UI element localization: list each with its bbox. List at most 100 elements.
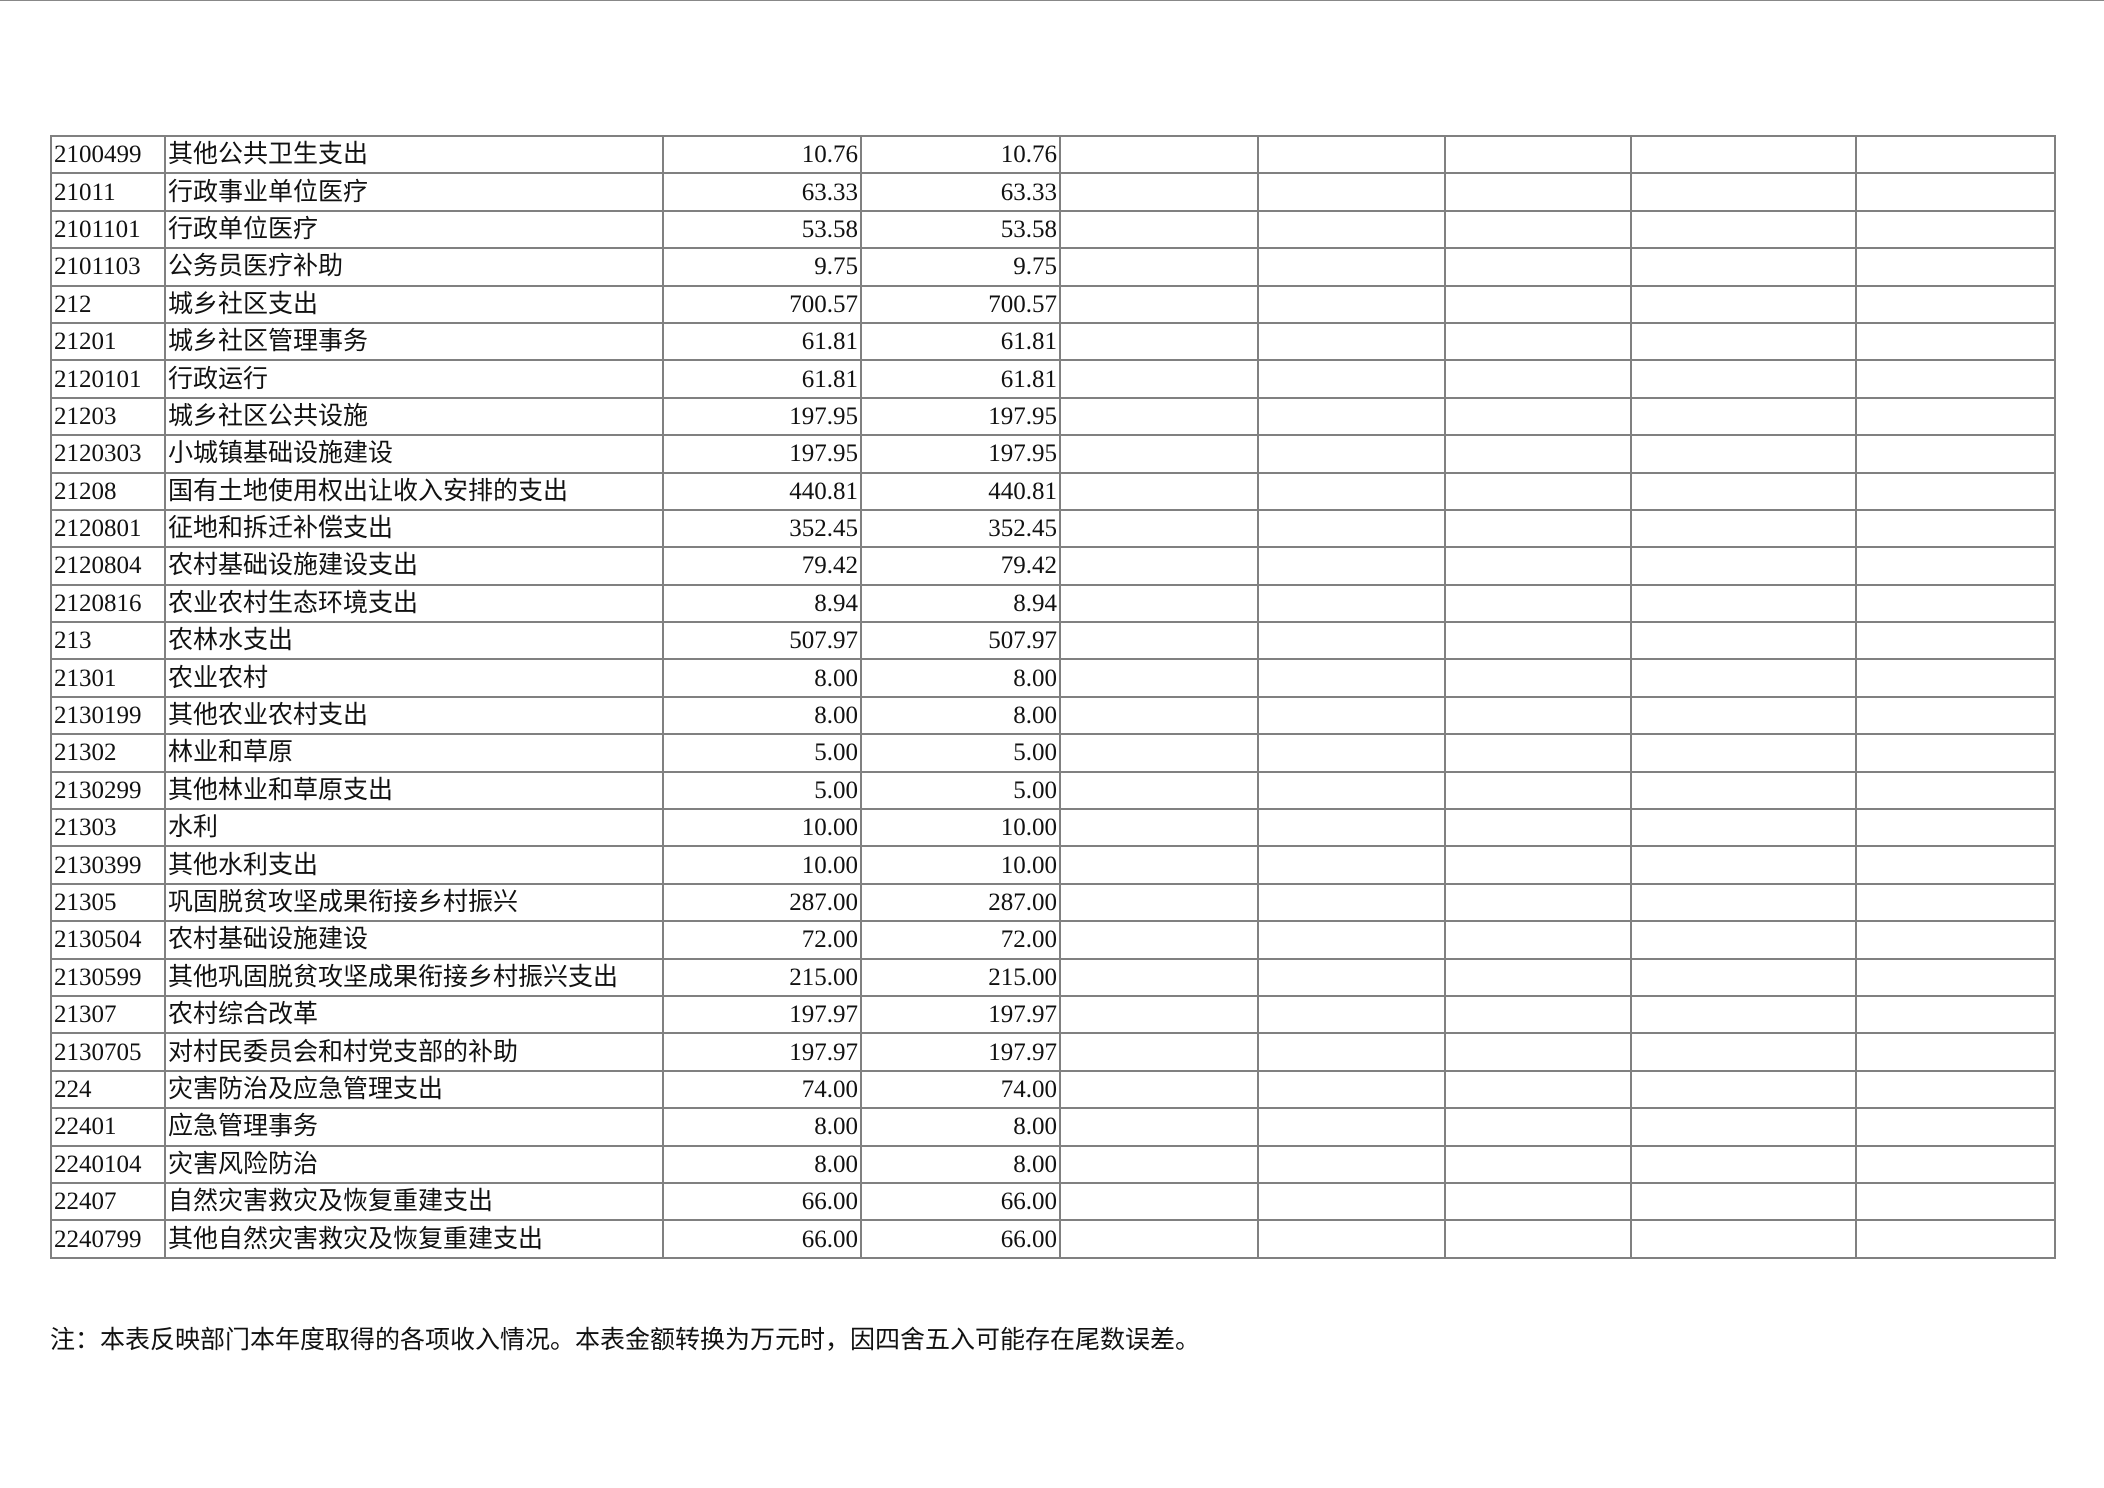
empty-cell <box>1257 134 1446 175</box>
empty-cell <box>1059 621 1259 661</box>
amount-cell: 10.00 <box>860 808 1061 848</box>
empty-cell <box>1444 359 1632 399</box>
empty-cell <box>1257 658 1446 698</box>
empty-cell <box>1059 359 1259 399</box>
code-cell: 21305 <box>50 882 166 923</box>
table-row: 2130504 农村基础设施建设 72.00 72.00 <box>50 920 2056 960</box>
amount-cell: 10.00 <box>860 845 1061 885</box>
table-row: 21307 农村综合改革 197.97 197.97 <box>50 994 2056 1035</box>
empty-cell <box>1444 1069 1632 1110</box>
name-cell: 城乡社区管理事务 <box>164 321 664 362</box>
table-row: 2130199 其他农业农村支出 8.00 8.00 <box>50 695 2056 736</box>
empty-cell <box>1444 172 1632 212</box>
empty-cell <box>1059 658 1259 698</box>
empty-cell <box>1257 1219 1446 1259</box>
code-cell: 2240104 <box>50 1144 166 1184</box>
empty-cell <box>1059 957 1259 997</box>
code-cell: 2101103 <box>50 247 166 287</box>
empty-cell <box>1855 321 2056 362</box>
table-row: 21011 行政事业单位医疗 63.33 63.33 <box>50 172 2056 212</box>
amount-total-cell: 700.57 <box>662 284 862 324</box>
empty-cell <box>1630 695 1857 736</box>
empty-cell <box>1855 583 2056 624</box>
empty-cell <box>1855 658 2056 698</box>
table-row: 2130399 其他水利支出 10.00 10.00 <box>50 845 2056 885</box>
empty-cell <box>1630 957 1857 997</box>
empty-cell <box>1444 546 1632 586</box>
amount-cell: 287.00 <box>860 882 1061 923</box>
empty-cell <box>1059 247 1259 287</box>
empty-cell <box>1630 471 1857 511</box>
empty-cell <box>1444 1219 1632 1259</box>
empty-cell <box>1444 1107 1632 1147</box>
name-cell: 巩固脱贫攻坚成果衔接乡村振兴 <box>164 882 664 923</box>
table-row: 2130705 对村民委员会和村党支部的补助 197.97 197.97 <box>50 1032 2056 1072</box>
empty-cell <box>1855 1069 2056 1110</box>
empty-cell <box>1257 845 1446 885</box>
amount-total-cell: 507.97 <box>662 621 862 661</box>
empty-cell <box>1059 808 1259 848</box>
empty-cell <box>1630 546 1857 586</box>
empty-cell <box>1444 1181 1632 1222</box>
empty-cell <box>1257 508 1446 549</box>
amount-cell: 9.75 <box>860 247 1061 287</box>
empty-cell <box>1257 359 1446 399</box>
empty-cell <box>1444 658 1632 698</box>
name-cell: 其他巩固脱贫攻坚成果衔接乡村振兴支出 <box>164 957 664 997</box>
name-cell: 灾害防治及应急管理支出 <box>164 1069 664 1110</box>
name-cell: 行政事业单位医疗 <box>164 172 664 212</box>
empty-cell <box>1059 471 1259 511</box>
table-row: 224 灾害防治及应急管理支出 74.00 74.00 <box>50 1069 2056 1110</box>
empty-cell <box>1444 994 1632 1035</box>
empty-cell <box>1059 508 1259 549</box>
amount-cell: 66.00 <box>860 1219 1061 1259</box>
empty-cell <box>1059 920 1259 960</box>
amount-total-cell: 287.00 <box>662 882 862 923</box>
empty-cell <box>1630 882 1857 923</box>
code-cell: 2130199 <box>50 695 166 736</box>
empty-cell <box>1855 1032 2056 1072</box>
amount-total-cell: 10.00 <box>662 845 862 885</box>
code-cell: 2130599 <box>50 957 166 997</box>
empty-cell <box>1630 1181 1857 1222</box>
name-cell: 农林水支出 <box>164 621 664 661</box>
name-cell: 对村民委员会和村党支部的补助 <box>164 1032 664 1072</box>
empty-cell <box>1855 1144 2056 1184</box>
empty-cell <box>1630 1219 1857 1259</box>
amount-total-cell: 72.00 <box>662 920 862 960</box>
empty-cell <box>1630 508 1857 549</box>
empty-cell <box>1444 583 1632 624</box>
name-cell: 农村基础设施建设 <box>164 920 664 960</box>
amount-cell: 197.95 <box>860 396 1061 437</box>
name-cell: 农业农村生态环境支出 <box>164 583 664 624</box>
amount-cell: 8.00 <box>860 695 1061 736</box>
empty-cell <box>1257 1069 1446 1110</box>
empty-cell <box>1855 994 2056 1035</box>
table-row: 22401 应急管理事务 8.00 8.00 <box>50 1107 2056 1147</box>
empty-cell <box>1855 845 2056 885</box>
table-row: 21302 林业和草原 5.00 5.00 <box>50 733 2056 773</box>
empty-cell <box>1855 359 2056 399</box>
empty-cell <box>1059 1181 1259 1222</box>
empty-cell <box>1257 920 1446 960</box>
amount-cell: 197.97 <box>860 994 1061 1035</box>
empty-cell <box>1444 1144 1632 1184</box>
table-row: 2240799 其他自然灾害救灾及恢复重建支出 66.00 66.00 <box>50 1219 2056 1259</box>
empty-cell <box>1444 508 1632 549</box>
name-cell: 其他水利支出 <box>164 845 664 885</box>
empty-cell <box>1257 733 1446 773</box>
code-cell: 2120816 <box>50 583 166 624</box>
code-cell: 2130399 <box>50 845 166 885</box>
amount-total-cell: 8.00 <box>662 1144 862 1184</box>
table-row: 22407 自然灾害救灾及恢复重建支出 66.00 66.00 <box>50 1181 2056 1222</box>
empty-cell <box>1257 321 1446 362</box>
amount-total-cell: 61.81 <box>662 359 862 399</box>
code-cell: 21303 <box>50 808 166 848</box>
table-row: 21201 城乡社区管理事务 61.81 61.81 <box>50 321 2056 362</box>
name-cell: 小城镇基础设施建设 <box>164 434 664 474</box>
name-cell: 其他公共卫生支出 <box>164 134 664 175</box>
amount-cell: 507.97 <box>860 621 1061 661</box>
empty-cell <box>1855 770 2056 811</box>
amount-cell: 8.00 <box>860 658 1061 698</box>
empty-cell <box>1059 209 1259 250</box>
